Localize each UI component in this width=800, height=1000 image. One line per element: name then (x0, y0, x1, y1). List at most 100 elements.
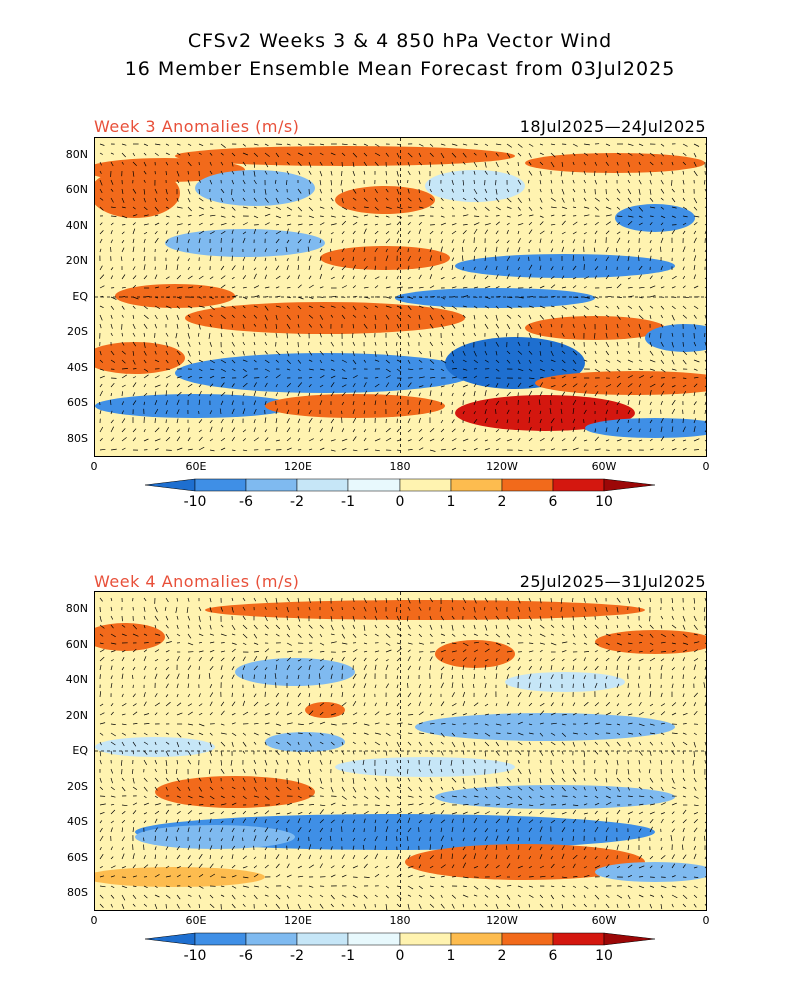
colorbar-2-label: 10 (595, 948, 613, 964)
wind-vector (440, 835, 445, 842)
wind-vector (473, 152, 477, 156)
wind-vector (308, 170, 312, 175)
wind-vector (616, 222, 621, 226)
wind-vector (451, 197, 455, 202)
wind-vector (517, 428, 520, 433)
wind-vector (561, 714, 567, 716)
wind-vector (539, 437, 545, 442)
wind-vector (154, 633, 161, 636)
wind-vector (165, 286, 170, 289)
wind-vector (286, 296, 292, 299)
wind-vector (572, 296, 579, 299)
wind-vector (176, 866, 181, 869)
wind-vector (583, 675, 586, 680)
wind-vector (517, 257, 520, 262)
wind-vector (594, 230, 598, 235)
wind-vector (209, 223, 214, 226)
colorbar-2-label: 6 (548, 948, 558, 964)
wind-vector (429, 350, 431, 357)
wind-vector (649, 786, 654, 790)
wind-vector (308, 427, 311, 433)
wind-vector (605, 835, 608, 842)
wind-vector (297, 296, 304, 300)
wind-vector (517, 368, 524, 372)
wind-vector (308, 864, 314, 869)
wind-vector (495, 265, 498, 271)
wind-vector (143, 401, 145, 406)
wind-vector (297, 428, 300, 433)
wind-vector (407, 161, 411, 167)
wind-vector (594, 682, 598, 689)
wind-vector (627, 341, 629, 346)
lat-label-40s: 40S (67, 361, 88, 374)
wind-vector (484, 296, 491, 299)
wind-vector (275, 692, 279, 698)
wind-vector (671, 786, 676, 790)
wind-vector (132, 350, 135, 356)
wind-vector (638, 428, 641, 433)
wind-vector (495, 741, 499, 747)
wind-vector (605, 615, 610, 621)
wind-vector (198, 285, 203, 289)
wind-vector (220, 845, 223, 851)
wind-vector (319, 658, 325, 662)
wind-vector (286, 161, 290, 165)
wind-vector (638, 811, 644, 815)
wind-vector (539, 179, 542, 185)
wind-vector (209, 684, 213, 689)
wind-vector (154, 408, 159, 415)
wind-vector (484, 399, 489, 406)
wind-vector (154, 885, 158, 888)
wind-vector (704, 903, 706, 907)
wind-vector (341, 438, 348, 442)
wind-vector (198, 213, 204, 217)
wind-vector (429, 795, 435, 799)
wind-vector (440, 713, 444, 716)
wind-vector (638, 683, 640, 689)
wind-vector (451, 152, 457, 158)
wind-vector (539, 826, 543, 833)
wind-vector (253, 382, 257, 388)
wind-vector (517, 152, 522, 157)
wind-vector (330, 819, 335, 824)
wind-vector (583, 812, 588, 815)
wind-vector (407, 429, 412, 433)
colorbar-1-label: -10 (183, 494, 207, 510)
wind-vector (319, 847, 322, 851)
wind-vector (231, 648, 236, 653)
wind-vector (99, 750, 102, 757)
wind-vector (649, 419, 653, 424)
wind-vector (231, 818, 234, 824)
wind-vector (154, 768, 157, 773)
wind-vector (594, 732, 599, 735)
lon-label-120e: 120E (284, 460, 312, 473)
wind-vector (627, 277, 631, 280)
wind-vector (671, 741, 676, 748)
wind-vector (286, 894, 290, 899)
wind-vector (473, 332, 476, 337)
wind-vector (330, 693, 333, 698)
wind-vector (154, 391, 157, 397)
wind-vector (451, 447, 457, 451)
wind-vector (704, 359, 706, 362)
wind-vector (286, 819, 290, 824)
wind-vector (418, 286, 424, 289)
wind-vector (616, 276, 620, 280)
wind-vector (506, 817, 510, 824)
wind-vector (550, 206, 557, 209)
wind-vector (132, 875, 138, 878)
wind-vector (209, 323, 212, 328)
wind-vector (264, 819, 267, 824)
wind-vector (308, 197, 312, 201)
wind-vector (132, 368, 137, 370)
wind-vector (605, 624, 608, 629)
wind-vector (242, 597, 246, 602)
wind-vector (572, 665, 574, 671)
wind-vector (451, 257, 455, 262)
wind-vector (374, 750, 377, 755)
wind-vector (198, 314, 203, 319)
wind-vector (407, 152, 413, 158)
wind-vector (297, 400, 300, 406)
wind-vector (638, 274, 642, 280)
wind-vector (429, 274, 433, 280)
